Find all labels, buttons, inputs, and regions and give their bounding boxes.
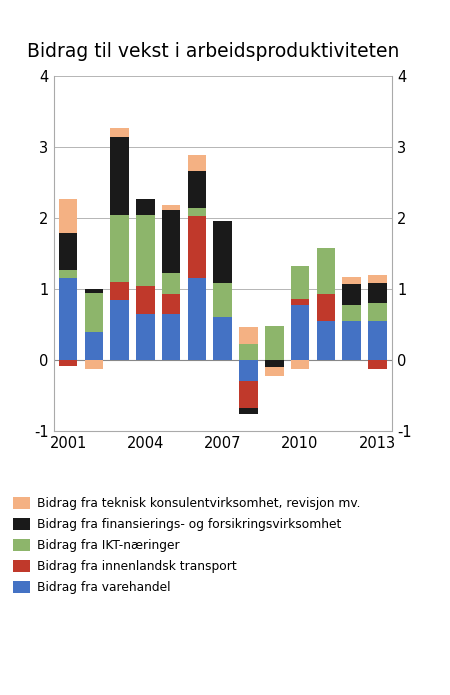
Bar <box>239 382 258 408</box>
Bar <box>213 284 232 318</box>
Bar <box>59 199 77 233</box>
Bar <box>162 273 180 294</box>
Bar <box>316 248 335 294</box>
Bar <box>265 360 284 367</box>
Legend: Bidrag fra teknisk konsulentvirksomhet, revisjon mv., Bidrag fra finansierings- : Bidrag fra teknisk konsulentvirksomhet, … <box>13 497 361 594</box>
Bar <box>85 360 103 368</box>
Bar <box>368 321 387 360</box>
Bar <box>188 171 206 208</box>
Bar <box>188 279 206 360</box>
Bar <box>291 304 309 360</box>
Bar <box>368 360 387 368</box>
Bar <box>368 284 387 303</box>
Bar <box>110 128 129 137</box>
Bar <box>239 327 258 345</box>
Bar <box>162 211 180 273</box>
Bar <box>85 289 103 293</box>
Bar <box>85 332 103 360</box>
Bar <box>316 321 335 360</box>
Bar <box>188 155 206 171</box>
Bar <box>110 137 129 215</box>
Bar <box>110 300 129 360</box>
Bar <box>342 305 361 321</box>
Bar <box>136 199 155 215</box>
Bar <box>291 299 309 304</box>
Bar <box>265 367 284 375</box>
Bar <box>59 360 77 366</box>
Bar <box>342 277 361 284</box>
Bar <box>59 279 77 360</box>
Bar <box>213 318 232 360</box>
Bar <box>59 270 77 279</box>
Bar <box>136 215 155 286</box>
Bar <box>188 208 206 216</box>
Bar <box>239 360 258 382</box>
Bar <box>85 293 103 332</box>
Bar <box>162 294 180 314</box>
Bar <box>239 408 258 414</box>
Text: Bidrag til vekst i arbeidsproduktiviteten: Bidrag til vekst i arbeidsproduktivitete… <box>27 42 400 60</box>
Bar <box>188 216 206 279</box>
Bar <box>291 360 309 368</box>
Bar <box>59 233 77 270</box>
Bar <box>213 221 232 284</box>
Bar <box>162 314 180 360</box>
Bar <box>342 284 361 305</box>
Bar <box>368 303 387 321</box>
Bar <box>265 326 284 360</box>
Bar <box>136 286 155 314</box>
Bar <box>368 275 387 284</box>
Bar <box>291 265 309 299</box>
Bar <box>110 282 129 300</box>
Bar <box>239 345 258 360</box>
Bar <box>316 294 335 321</box>
Bar <box>342 321 361 360</box>
Bar <box>110 215 129 282</box>
Bar <box>136 314 155 360</box>
Bar <box>162 205 180 211</box>
